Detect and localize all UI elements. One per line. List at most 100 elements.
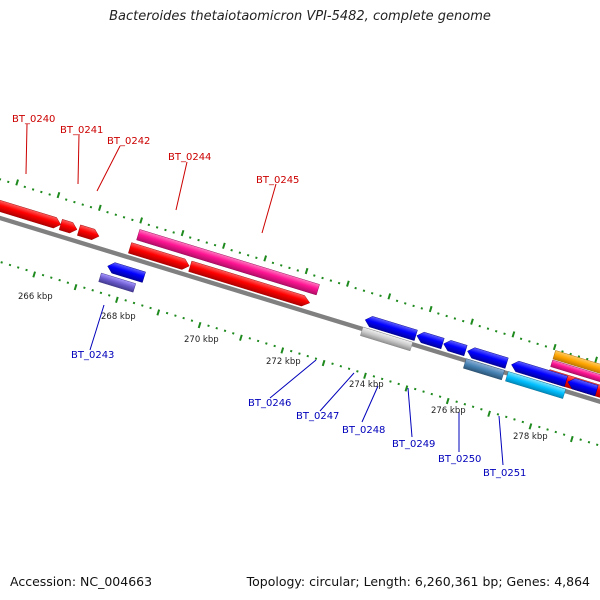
minor-tick — [562, 433, 566, 436]
minor-tick — [197, 238, 200, 242]
minor-tick — [505, 415, 508, 419]
minor-tick — [298, 352, 301, 355]
minor-tick — [445, 314, 448, 318]
reverse-gene-labels: BT_0243 BT_0246 BT_0247 BT_0248 BT_0249 … — [71, 350, 526, 479]
gene-label-BT_0244[interactable]: BT_0244 — [168, 152, 211, 163]
gene-BT_0250-band[interactable] — [505, 371, 566, 399]
minor-tick — [528, 340, 531, 343]
gene-BT_0248-arrow[interactable] — [442, 339, 468, 357]
minor-tick — [480, 408, 483, 411]
minor-tick — [64, 198, 68, 201]
scale-label-278: 278 kbp — [513, 432, 548, 442]
major-tick — [321, 359, 326, 367]
gene-BT_0243-arrow[interactable] — [106, 261, 146, 283]
minor-tick — [25, 268, 28, 272]
gene-BT_0240-arrow[interactable] — [0, 189, 62, 230]
major-tick — [594, 356, 598, 363]
genome-title: Bacteroides thetaiotaomicron VPI-5482, c… — [109, 9, 491, 24]
gene-BT_0244-arrow[interactable] — [136, 229, 320, 296]
major-tick — [222, 242, 226, 249]
gene-right-pink-arrow[interactable] — [550, 359, 600, 388]
gene-label-BT_0249[interactable]: BT_0249 — [392, 439, 435, 450]
gene-label-BT_0247[interactable]: BT_0247 — [296, 411, 339, 422]
minor-tick — [131, 218, 134, 222]
gene-BT_0249-arrow[interactable] — [466, 346, 509, 369]
gene-label-BT_0251[interactable]: BT_0251 — [483, 468, 526, 479]
accession-text: Accession: NC_004663 — [10, 574, 153, 589]
gene-label-BT_0246[interactable]: BT_0246 — [248, 398, 291, 409]
minor-tick — [569, 352, 572, 356]
major-tick — [280, 347, 285, 354]
gene-right-orange-arrow[interactable] — [552, 350, 600, 380]
minor-tick — [149, 306, 152, 310]
minor-tick — [354, 286, 357, 290]
major-tick — [56, 191, 61, 199]
minor-tick — [561, 350, 564, 353]
gene-BT_0245-arrow-a[interactable] — [128, 242, 191, 272]
minor-tick — [536, 342, 539, 346]
minor-tick — [91, 289, 94, 292]
gene-BT_0242-arrow[interactable] — [77, 224, 100, 242]
minor-tick — [265, 342, 268, 345]
scale-label-272: 272 kbp — [266, 357, 301, 367]
gene-label-BT_0243[interactable]: BT_0243 — [71, 350, 114, 361]
minor-tick — [132, 301, 136, 305]
minor-tick — [273, 344, 276, 348]
gene-BT_0243-band[interactable] — [98, 272, 136, 293]
minor-tick — [314, 357, 318, 360]
minor-tick — [513, 418, 516, 421]
minor-tick — [122, 216, 126, 219]
minor-tick — [141, 304, 144, 307]
minor-tick — [205, 241, 209, 244]
gene-label-BT_0240[interactable]: BT_0240 — [12, 114, 55, 125]
minor-tick — [16, 266, 20, 269]
minor-tick — [223, 329, 227, 333]
gene-label-BT_0248[interactable]: BT_0248 — [342, 425, 385, 436]
gene-BT_0249-band[interactable] — [463, 358, 505, 381]
minor-tick — [6, 180, 10, 184]
minor-tick — [579, 438, 582, 441]
major-tick — [98, 204, 102, 211]
major-tick — [470, 318, 474, 325]
gene-label-BT_0245[interactable]: BT_0245 — [256, 175, 299, 186]
gene-BT_0251-arrow[interactable] — [566, 377, 599, 397]
minor-tick — [23, 185, 27, 189]
minor-tick — [585, 357, 589, 361]
minor-tick — [256, 339, 260, 343]
minor-tick — [165, 311, 169, 315]
minor-tick — [99, 291, 103, 295]
major-tick — [263, 255, 268, 262]
major-tick — [197, 321, 202, 329]
major-tick — [445, 397, 450, 405]
minor-tick — [478, 324, 482, 328]
gene-label-BT_0250[interactable]: BT_0250 — [438, 454, 481, 465]
major-tick — [115, 296, 119, 303]
minor-tick — [107, 294, 111, 297]
gene-BT_0245-arrow-b[interactable] — [188, 260, 312, 308]
minor-tick — [0, 178, 2, 181]
gene-BT_0250-arrow[interactable] — [510, 359, 568, 387]
gene-BT_0246-band[interactable] — [360, 326, 413, 352]
minor-tick — [389, 380, 392, 383]
minor-tick — [41, 273, 45, 277]
major-tick — [239, 334, 243, 341]
minor-tick — [8, 263, 12, 267]
scale-label-274: 274 kbp — [349, 380, 384, 390]
major-tick — [304, 267, 309, 275]
gene-label-BT_0241[interactable]: BT_0241 — [60, 125, 103, 136]
reverse-leader-lines — [89, 304, 504, 466]
major-tick — [404, 385, 409, 392]
minor-tick — [306, 354, 309, 358]
minor-tick — [279, 264, 283, 267]
minor-tick — [66, 281, 70, 284]
gene-label-BT_0242[interactable]: BT_0242 — [107, 136, 150, 147]
minor-tick — [395, 299, 399, 303]
minor-tick — [213, 243, 217, 247]
major-tick — [511, 331, 516, 338]
gene-BT_0246-arrow[interactable] — [364, 315, 418, 341]
scale-label-276: 276 kbp — [431, 406, 466, 416]
gene-BT_0241-arrow[interactable] — [58, 219, 78, 234]
gene-BT_0247-arrow[interactable] — [415, 330, 445, 350]
minor-tick — [397, 382, 400, 386]
